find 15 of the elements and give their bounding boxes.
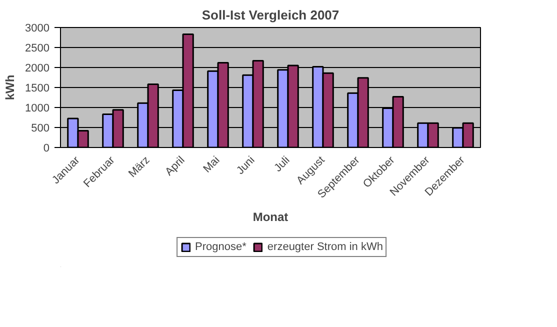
- y-tick-label: 2000: [25, 62, 50, 74]
- y-tick-label: 0: [43, 142, 50, 154]
- y-tick-label: 1000: [25, 102, 50, 114]
- x-axis-title: Monat: [252, 210, 288, 224]
- y-tick-label: 3000: [25, 22, 50, 34]
- x-tick-label: Mai: [201, 154, 222, 176]
- legend-label: erzeugter Strom in kWh: [267, 241, 383, 253]
- legend-label: Prognose*: [195, 241, 246, 253]
- y-tick-label: 500: [31, 122, 50, 134]
- y-tick-label: 2500: [25, 42, 50, 54]
- y-axis-title: kWh: [3, 74, 18, 100]
- chart-title: Soll-Ist Vergleich 2007: [202, 8, 340, 22]
- y-tick-label: 1500: [25, 82, 50, 94]
- x-tick-label: Juli: [272, 154, 292, 174]
- x-tick-label: Juni: [234, 154, 258, 178]
